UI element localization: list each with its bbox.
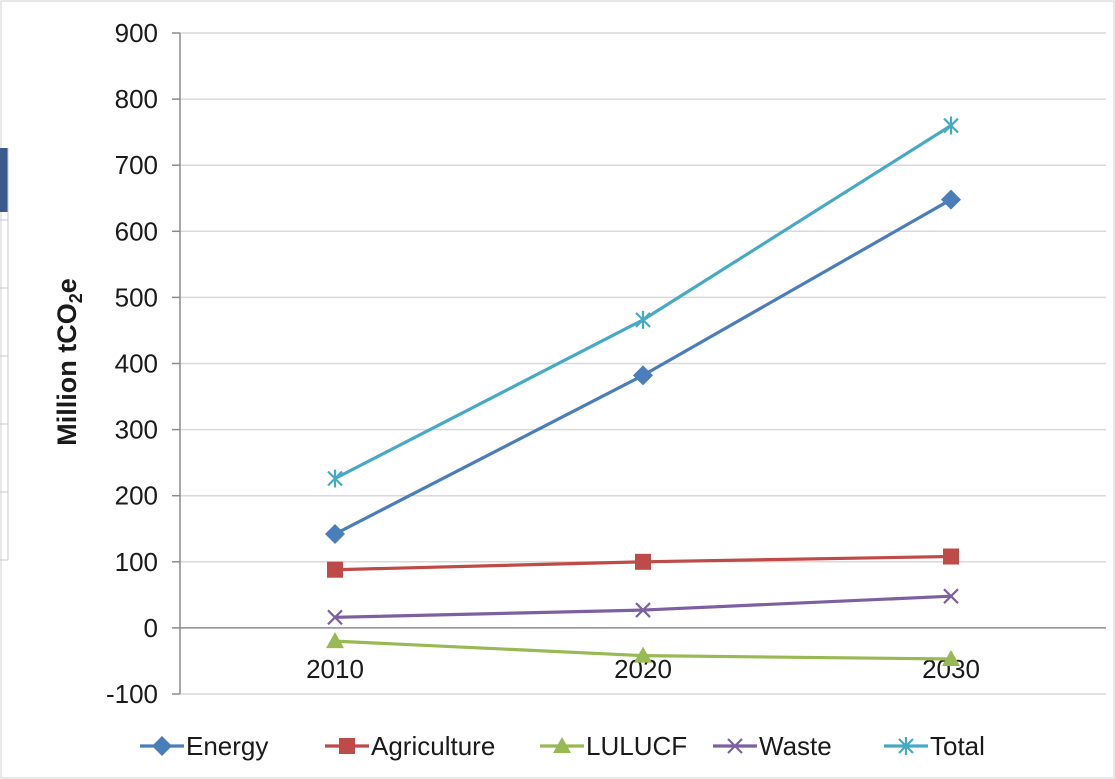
data-point-waste bbox=[635, 602, 651, 618]
legend-marker-energy bbox=[152, 736, 172, 756]
data-point-waste bbox=[943, 588, 959, 604]
data-point-energy bbox=[325, 524, 345, 545]
data-point-total bbox=[635, 310, 651, 329]
y-tick-label: 200 bbox=[115, 481, 158, 511]
y-tick-labels: -100 0 100 200 300 400 500 600 700 800 900 bbox=[106, 18, 158, 709]
data-point-total bbox=[327, 469, 343, 488]
legend-label-energy: Energy bbox=[186, 731, 268, 761]
series-lines bbox=[325, 116, 961, 666]
data-point-energy bbox=[633, 365, 653, 386]
legend-item-waste: Waste bbox=[713, 731, 832, 761]
y-tick-label: 400 bbox=[115, 349, 158, 379]
series-agriculture bbox=[327, 548, 959, 578]
data-point-total bbox=[943, 116, 959, 135]
y-axis-title-subscript: 2 bbox=[66, 293, 86, 303]
y-tick-label: 300 bbox=[115, 415, 158, 445]
legend-label-lulucf: LULUCF bbox=[586, 731, 687, 761]
data-point-energy bbox=[941, 189, 961, 210]
series-lulucf bbox=[326, 632, 960, 666]
data-point-waste bbox=[327, 609, 343, 626]
y-axis-title-suffix: e bbox=[52, 278, 82, 293]
legend-item-total: Total bbox=[884, 731, 985, 761]
y-axis-title: Million tCO2e bbox=[52, 278, 86, 446]
y-tick-label: 0 bbox=[144, 613, 158, 643]
legend-item-lulucf: LULUCF bbox=[540, 731, 687, 761]
series-energy bbox=[325, 189, 961, 545]
data-point-agriculture bbox=[327, 561, 343, 578]
y-tick-label: 700 bbox=[115, 150, 158, 180]
y-axis-title-main: Million tCO bbox=[52, 303, 82, 445]
legend-label-waste: Waste bbox=[759, 731, 832, 761]
legend-marker-total bbox=[898, 737, 914, 755]
data-point-agriculture bbox=[635, 553, 651, 570]
y-tick-label: 500 bbox=[115, 282, 158, 312]
data-point-lulucf bbox=[942, 649, 960, 666]
legend-item-energy: Energy bbox=[140, 731, 268, 761]
x-tick-label: 2010 bbox=[306, 654, 364, 684]
series-total bbox=[327, 116, 959, 488]
legend-label-agriculture: Agriculture bbox=[371, 731, 495, 761]
y-tick-label: 100 bbox=[115, 547, 158, 577]
legend-marker-lulucf bbox=[553, 737, 571, 753]
series-waste bbox=[327, 588, 959, 626]
data-point-agriculture bbox=[943, 548, 959, 565]
axes bbox=[172, 32, 1106, 695]
data-point-lulucf bbox=[634, 646, 652, 663]
y-tick-label: -100 bbox=[106, 679, 158, 709]
y-tick-label: 600 bbox=[115, 216, 158, 246]
legend-item-agriculture: Agriculture bbox=[325, 731, 495, 761]
y-tick-label: 900 bbox=[115, 18, 158, 48]
left-edge-fragment bbox=[0, 148, 9, 561]
legend-marker-waste bbox=[727, 738, 743, 754]
y-tick-label: 800 bbox=[115, 84, 158, 114]
legend-label-total: Total bbox=[930, 731, 985, 761]
data-point-lulucf bbox=[326, 632, 344, 649]
legend-marker-agriculture bbox=[339, 738, 355, 754]
legend: Energy Agriculture LULUCF Waste Total bbox=[140, 731, 985, 761]
